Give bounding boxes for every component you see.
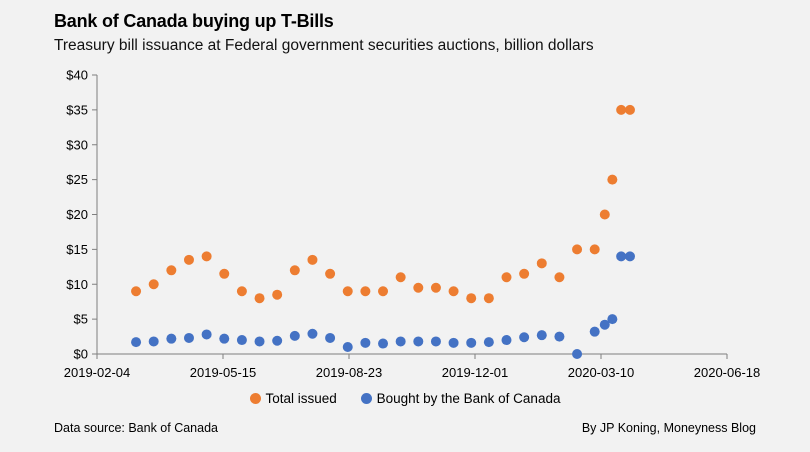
total-issued-point xyxy=(325,268,336,279)
bought-by-boc-point xyxy=(607,314,618,325)
total-issued-point xyxy=(289,265,300,276)
total-issued-point xyxy=(572,244,583,255)
bought-by-boc-point xyxy=(536,330,547,341)
bought-by-boc-point xyxy=(501,335,512,346)
x-tick-label: 2020-06-18 xyxy=(694,365,761,380)
total-issued-point xyxy=(131,286,142,297)
total-issued-point xyxy=(307,254,318,265)
total-issued-point xyxy=(616,104,627,115)
y-tick-label: $35 xyxy=(66,102,88,117)
bought-by-boc-point xyxy=(624,251,635,262)
total-issued-point xyxy=(360,286,371,297)
bought-by-boc-point xyxy=(148,336,159,347)
bought-by-boc-point xyxy=(395,336,406,347)
total-issued-point xyxy=(395,272,406,283)
bought-by-boc-point xyxy=(131,337,142,348)
y-tick-label: $30 xyxy=(66,137,88,152)
chart-subtitle: Treasury bill issuance at Federal govern… xyxy=(54,37,594,54)
bought-by-boc-point xyxy=(599,319,610,330)
bought-by-boc-point xyxy=(342,342,353,353)
bought-by-boc-point xyxy=(307,328,318,339)
total-issued-point xyxy=(501,272,512,283)
total-issued-point xyxy=(483,293,494,304)
legend-label-total-issued: Total issued xyxy=(265,391,337,406)
bought-by-boc-point xyxy=(572,349,583,359)
total-issued-point xyxy=(148,279,159,290)
total-issued-point xyxy=(519,268,530,279)
bought-by-boc-point xyxy=(616,251,627,262)
legend-marker-bought xyxy=(360,393,372,404)
bought-by-boc-point xyxy=(272,335,283,346)
bought-by-boc-point xyxy=(254,336,265,347)
bought-by-boc-point xyxy=(554,331,565,342)
total-issued-point xyxy=(448,286,459,297)
x-tick-label: 2020-03-10 xyxy=(568,365,635,380)
total-issued-point xyxy=(183,254,194,265)
y-tick-label: $20 xyxy=(66,207,88,222)
total-issued-point xyxy=(430,282,441,293)
total-issued-point xyxy=(342,286,353,297)
bought-by-boc-point xyxy=(413,336,424,347)
bought-by-boc-point xyxy=(430,336,441,347)
total-issued-point xyxy=(219,268,230,279)
bought-by-boc-point xyxy=(289,330,300,341)
y-tick-label: $0 xyxy=(74,347,88,362)
x-tick-label: 2019-05-15 xyxy=(190,365,257,380)
legend: Total issued Bought by the Bank of Canad… xyxy=(0,391,810,407)
y-tick-label: $40 xyxy=(66,68,88,83)
x-tick-label: 2019-02-04 xyxy=(64,365,131,380)
total-issued-point xyxy=(413,282,424,293)
total-issued-point xyxy=(166,265,177,276)
bought-by-boc-point xyxy=(183,332,194,343)
legend-item-total-issued: Total issued xyxy=(249,391,337,406)
total-issued-point xyxy=(236,286,247,297)
y-tick-label: $15 xyxy=(66,242,88,257)
y-tick-label: $10 xyxy=(66,277,88,292)
total-issued-point xyxy=(466,293,477,304)
x-tick-label: 2019-12-01 xyxy=(442,365,509,380)
total-issued-point xyxy=(254,293,265,304)
bought-by-boc-point xyxy=(219,333,230,344)
bought-by-boc-point xyxy=(519,332,530,343)
y-tick-label: $25 xyxy=(66,172,88,187)
data-source-note: Data source: Bank of Canada xyxy=(54,421,218,435)
bought-by-boc-point xyxy=(360,337,371,348)
total-issued-point xyxy=(624,104,635,115)
legend-marker-total-issued xyxy=(249,393,261,404)
bought-by-boc-point xyxy=(589,326,600,337)
bought-by-boc-point xyxy=(448,337,459,348)
total-issued-point xyxy=(536,258,547,269)
bought-by-boc-point xyxy=(325,332,336,343)
bought-by-boc-point xyxy=(166,333,177,344)
bought-by-boc-point xyxy=(466,337,477,348)
author-credit: By JP Koning, Moneyness Blog xyxy=(581,421,756,435)
x-tick-label: 2019-08-23 xyxy=(316,365,383,380)
total-issued-point xyxy=(554,272,565,283)
legend-label-bought: Bought by the Bank of Canada xyxy=(376,391,561,406)
total-issued-point xyxy=(589,244,600,255)
bought-by-boc-point xyxy=(236,335,247,346)
total-issued-point xyxy=(201,251,212,262)
chart-title: Bank of Canada buying up T-Bills xyxy=(54,11,334,31)
bought-by-boc-point xyxy=(378,338,389,349)
bought-by-boc-point xyxy=(201,329,212,340)
total-issued-point xyxy=(599,209,610,220)
total-issued-point xyxy=(272,289,283,300)
total-issued-point xyxy=(378,286,389,297)
bought-by-boc-point xyxy=(483,337,494,348)
y-tick-label: $5 xyxy=(74,312,88,327)
total-issued-point xyxy=(607,174,618,185)
legend-item-bought: Bought by the Bank of Canada xyxy=(360,391,561,406)
